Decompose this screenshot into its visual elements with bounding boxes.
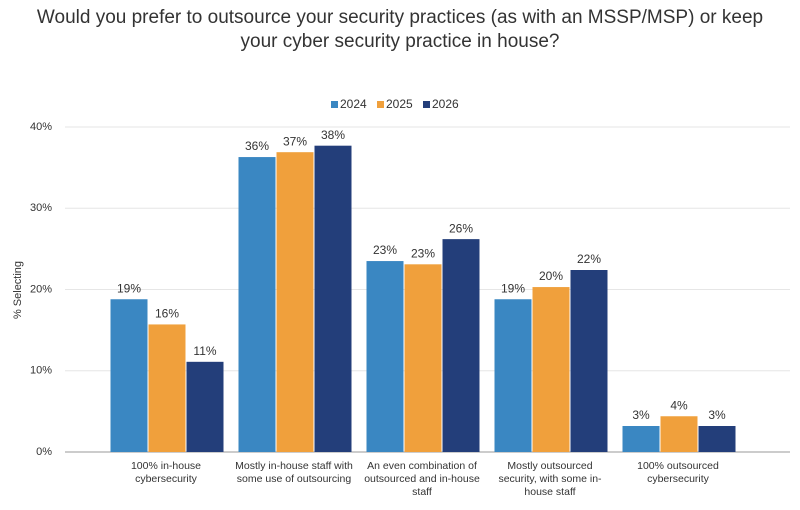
bar [276,152,314,452]
bar [238,157,276,452]
x-tick-label: Mostly outsourced security, with some in… [498,460,602,498]
legend-swatch [377,101,384,108]
data-label: 36% [245,139,269,153]
bar [404,264,442,452]
legend-label: 2025 [386,97,413,111]
data-label: 22% [577,252,601,266]
bar [570,270,608,452]
x-tick-label: 100% outsourced cybersecurity [637,460,719,485]
x-tick-label: 100% in-house cybersecurity [130,460,202,485]
y-axis-label: % Selecting [12,261,24,319]
y-tick-label: 40% [30,121,52,133]
x-tick-label: Mostly in-house staff with some use of o… [235,460,353,485]
bar [442,239,480,452]
y-tick-label: 10% [30,365,52,377]
data-label: 4% [670,398,688,412]
y-tick-label: 30% [30,202,52,214]
y-tick-label: 0% [36,446,52,458]
bar [660,416,698,452]
bar [186,361,224,452]
chart-title: Would you prefer to outsource your secur… [36,7,764,52]
data-label: 23% [411,246,435,260]
y-tick-label: 20% [30,283,52,295]
data-label: 11% [193,344,216,358]
legend-swatch [423,101,430,108]
data-label: 20% [539,269,563,283]
data-label: 3% [708,408,726,422]
legend-label: 2026 [432,97,459,111]
bar [366,261,404,452]
bar [532,287,570,452]
data-label: 26% [449,221,473,235]
legend-label: 2024 [340,97,367,111]
data-label: 19% [501,281,525,295]
x-tick-label: An even combination of outsourced and in… [364,460,480,498]
bar [698,426,736,452]
legend-swatch [331,101,338,108]
bar [622,426,660,452]
data-label: 38% [321,128,345,142]
bar [148,324,186,452]
bar [494,299,532,452]
bar [314,145,352,452]
data-label: 23% [373,243,397,257]
bar [110,299,148,452]
data-label: 16% [155,307,179,321]
data-label: 3% [632,408,650,422]
data-label: 19% [117,281,141,295]
data-label: 37% [283,134,307,148]
